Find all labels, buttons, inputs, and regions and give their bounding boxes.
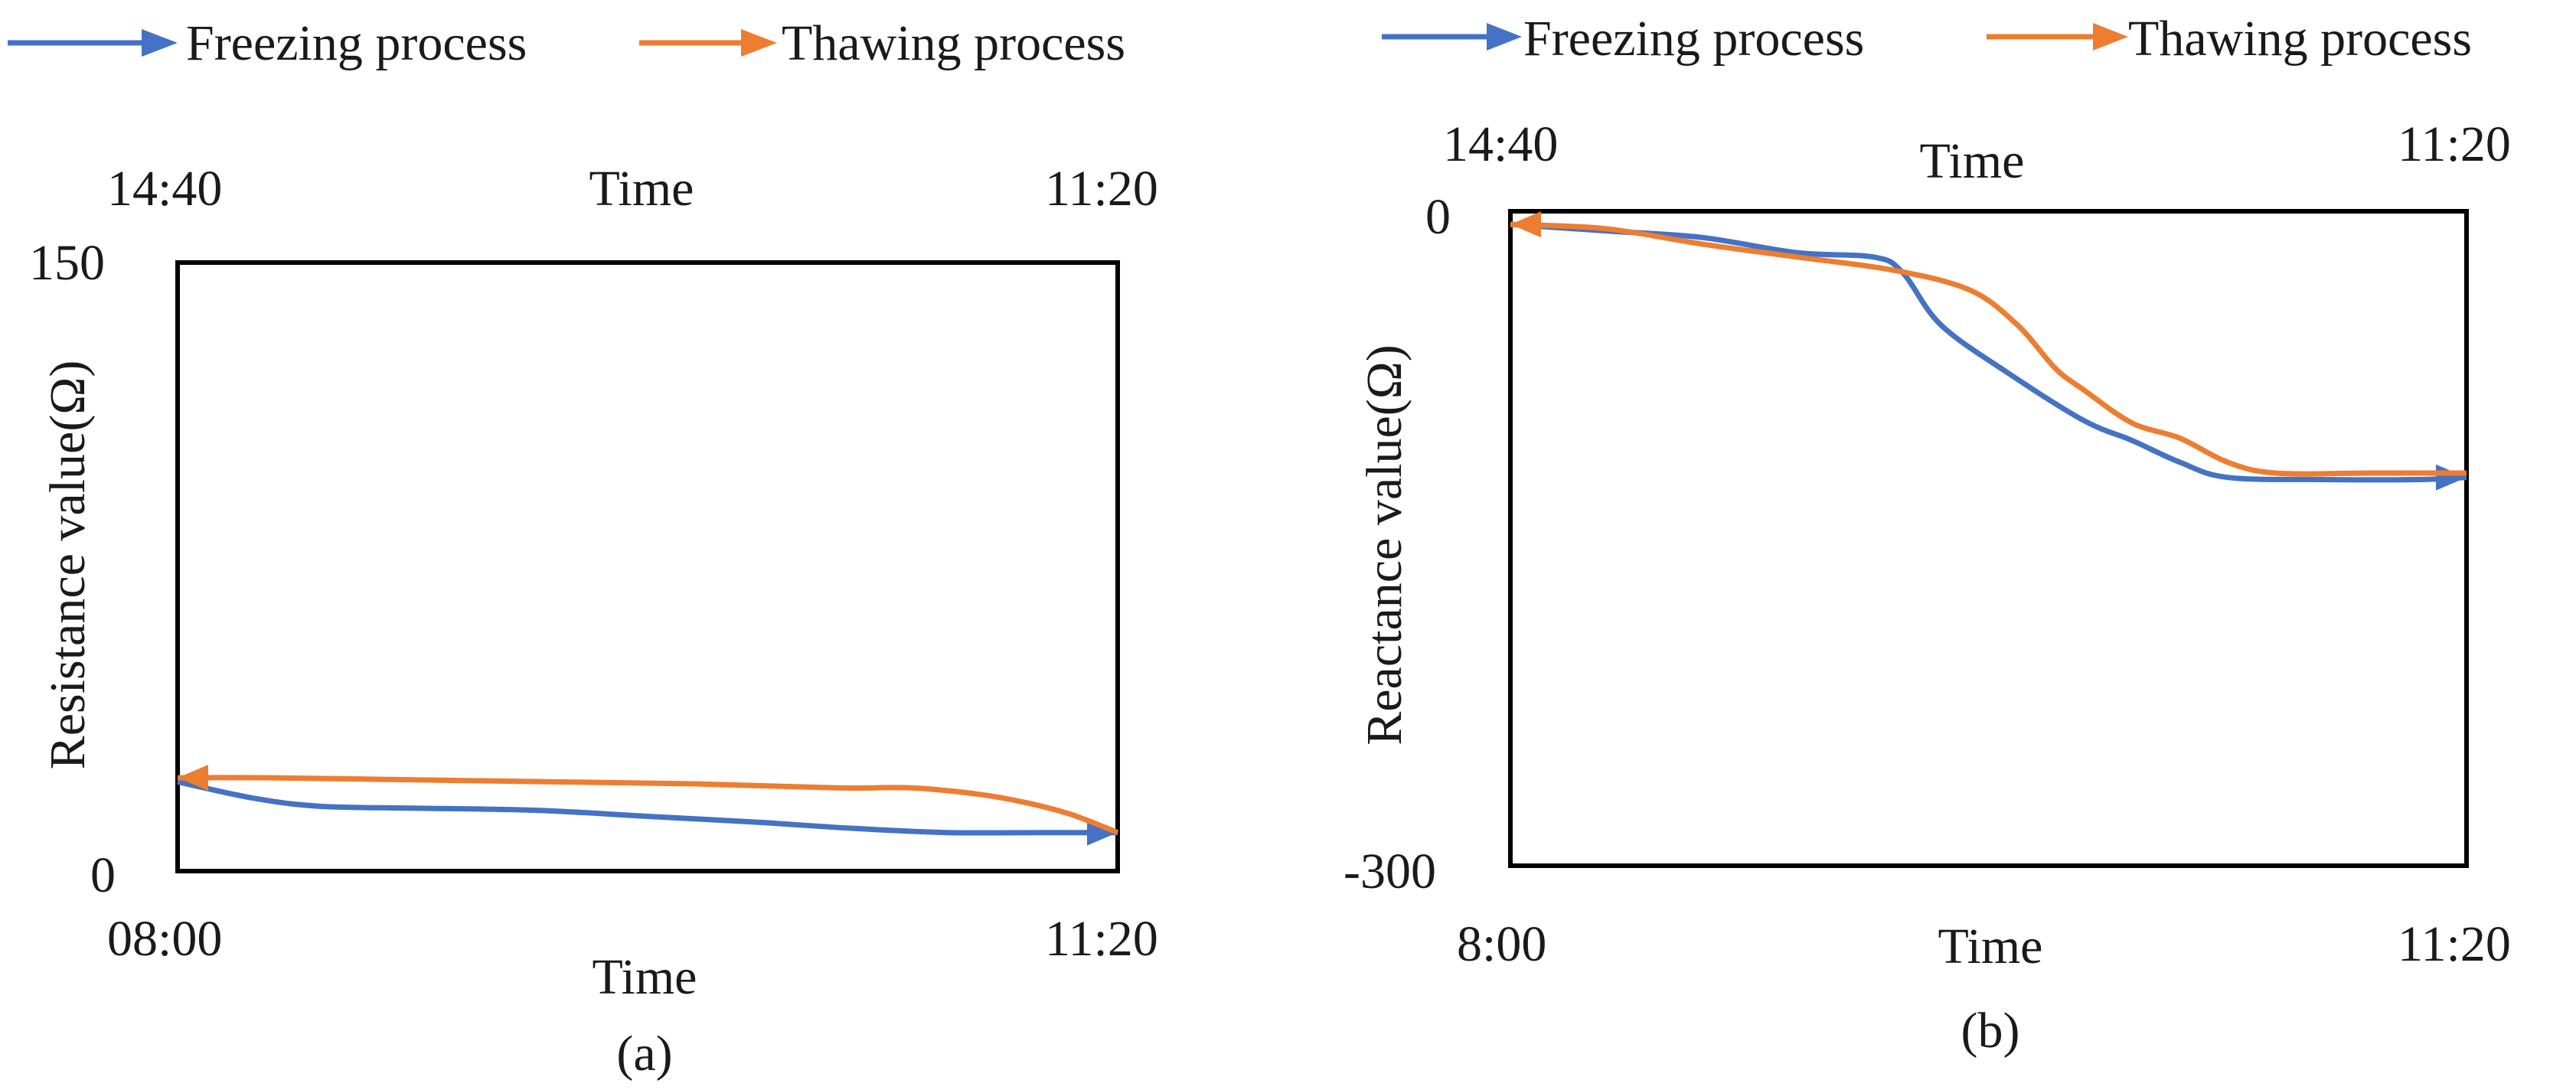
plot-frame-a bbox=[175, 260, 1120, 873]
series-thawing-line-a bbox=[177, 775, 1119, 835]
x-axis-title-b: Time bbox=[1938, 919, 2043, 974]
plot-area-b bbox=[1510, 211, 2467, 491]
legend-thawing-label-b: Thawing process bbox=[2128, 11, 2472, 67]
plot-frame-b bbox=[1508, 209, 2469, 868]
legend-freezing-label-b: Freezing process bbox=[1523, 11, 1864, 67]
y-tick-max-b: 0 bbox=[1425, 189, 1451, 245]
legend-thawing-arrow-b bbox=[2093, 23, 2128, 51]
top-axis-start-b: 14:40 bbox=[1443, 116, 1558, 172]
x-tick-end-b: 11:20 bbox=[2398, 916, 2511, 972]
y-axis-label-b: Reactance value(Ω) bbox=[1357, 344, 1412, 746]
caption-a: (a) bbox=[616, 1026, 672, 1082]
legend-b: Freezing process Thawing process bbox=[1382, 11, 2472, 67]
top-axis-end-a: 11:20 bbox=[1045, 161, 1158, 217]
plot-area-a bbox=[177, 765, 1119, 846]
y-axis-label-a: Resistance value(Ω) bbox=[40, 361, 96, 770]
series-freezing-line-a bbox=[177, 778, 1118, 836]
series-thawing-arrow-b bbox=[1510, 211, 1541, 238]
panel-a: Freezing process Thawing process 14:40 T… bbox=[8, 15, 1158, 1082]
y-tick-min-a: 0 bbox=[90, 847, 116, 903]
top-axis-title-b: Time bbox=[1920, 133, 2025, 189]
legend-thawing-label-a: Thawing process bbox=[782, 15, 1125, 71]
top-axis-start-a: 14:40 bbox=[107, 161, 222, 217]
legend-freezing-label-a: Freezing process bbox=[186, 15, 527, 71]
legend-freezing-arrow-b bbox=[1487, 23, 1522, 51]
legend-thawing-arrow-a bbox=[741, 29, 777, 57]
series-thawing-arrow-a bbox=[178, 765, 208, 791]
top-axis-title-a: Time bbox=[589, 161, 694, 217]
caption-b: (b) bbox=[1961, 1003, 2020, 1059]
y-tick-max-a: 150 bbox=[29, 235, 105, 291]
x-tick-start-a: 08:00 bbox=[107, 911, 222, 967]
panel-b: Freezing process Thawing process 14:40 T… bbox=[1344, 11, 2511, 1059]
y-tick-min-b: -300 bbox=[1344, 844, 1436, 899]
series-freezing-line-b bbox=[1510, 221, 2467, 483]
legend-a: Freezing process Thawing process bbox=[8, 15, 1125, 71]
series-thawing-line-b bbox=[1510, 221, 2467, 477]
x-axis-title-a: Time bbox=[593, 949, 697, 1005]
top-axis-end-b: 11:20 bbox=[2398, 116, 2511, 172]
series-freezing-arrow-b bbox=[2436, 464, 2467, 491]
x-tick-start-b: 8:00 bbox=[1457, 916, 1546, 972]
legend-freezing-arrow-a bbox=[142, 29, 178, 57]
x-tick-end-a: 11:20 bbox=[1045, 911, 1158, 967]
